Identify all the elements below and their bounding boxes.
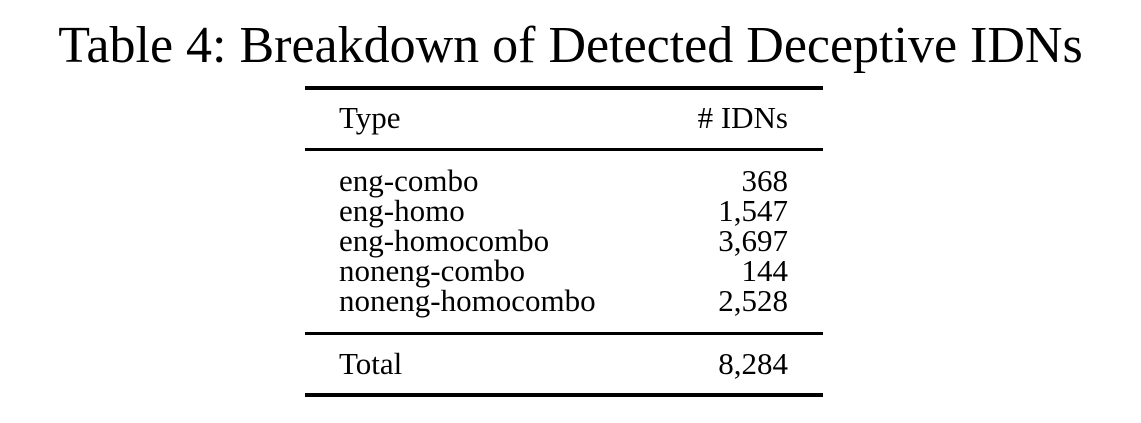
row-type: noneng-combo bbox=[339, 253, 525, 288]
row-type: noneng-homocombo bbox=[339, 283, 596, 318]
header-row: Type # IDNs bbox=[305, 100, 823, 135]
total-row: Total 8,284 bbox=[305, 346, 823, 381]
total-count: 8,284 bbox=[718, 346, 788, 381]
table-row: eng-combo 368 bbox=[305, 163, 823, 198]
idn-breakdown-table: Type # IDNs eng-combo 368 eng-homo 1,547… bbox=[305, 86, 823, 397]
row-count: 1,547 bbox=[718, 193, 788, 228]
total-label: Total bbox=[339, 346, 403, 381]
bottom-rule bbox=[305, 393, 823, 397]
column-header-type: Type bbox=[339, 100, 401, 135]
row-type: eng-homocombo bbox=[339, 223, 550, 258]
row-type: eng-combo bbox=[339, 163, 479, 198]
row-type: eng-homo bbox=[339, 193, 465, 228]
row-count: 144 bbox=[741, 253, 789, 288]
row-count: 2,528 bbox=[718, 283, 788, 318]
header-rule bbox=[305, 148, 823, 151]
total-rule bbox=[305, 332, 823, 335]
row-count: 3,697 bbox=[718, 223, 788, 258]
top-rule bbox=[305, 86, 823, 90]
column-header-idns: # IDNs bbox=[697, 100, 788, 135]
table-body: eng-combo 368 eng-homo 1,547 eng-homocom… bbox=[305, 151, 823, 332]
row-count: 368 bbox=[741, 163, 789, 198]
table-row: eng-homocombo 3,697 bbox=[305, 223, 823, 258]
table-row: noneng-combo 144 bbox=[305, 253, 823, 288]
table-row: eng-homo 1,547 bbox=[305, 193, 823, 228]
table-row: noneng-homocombo 2,528 bbox=[305, 283, 823, 318]
table-caption: Table 4: Breakdown of Detected Deceptive… bbox=[58, 17, 1083, 74]
